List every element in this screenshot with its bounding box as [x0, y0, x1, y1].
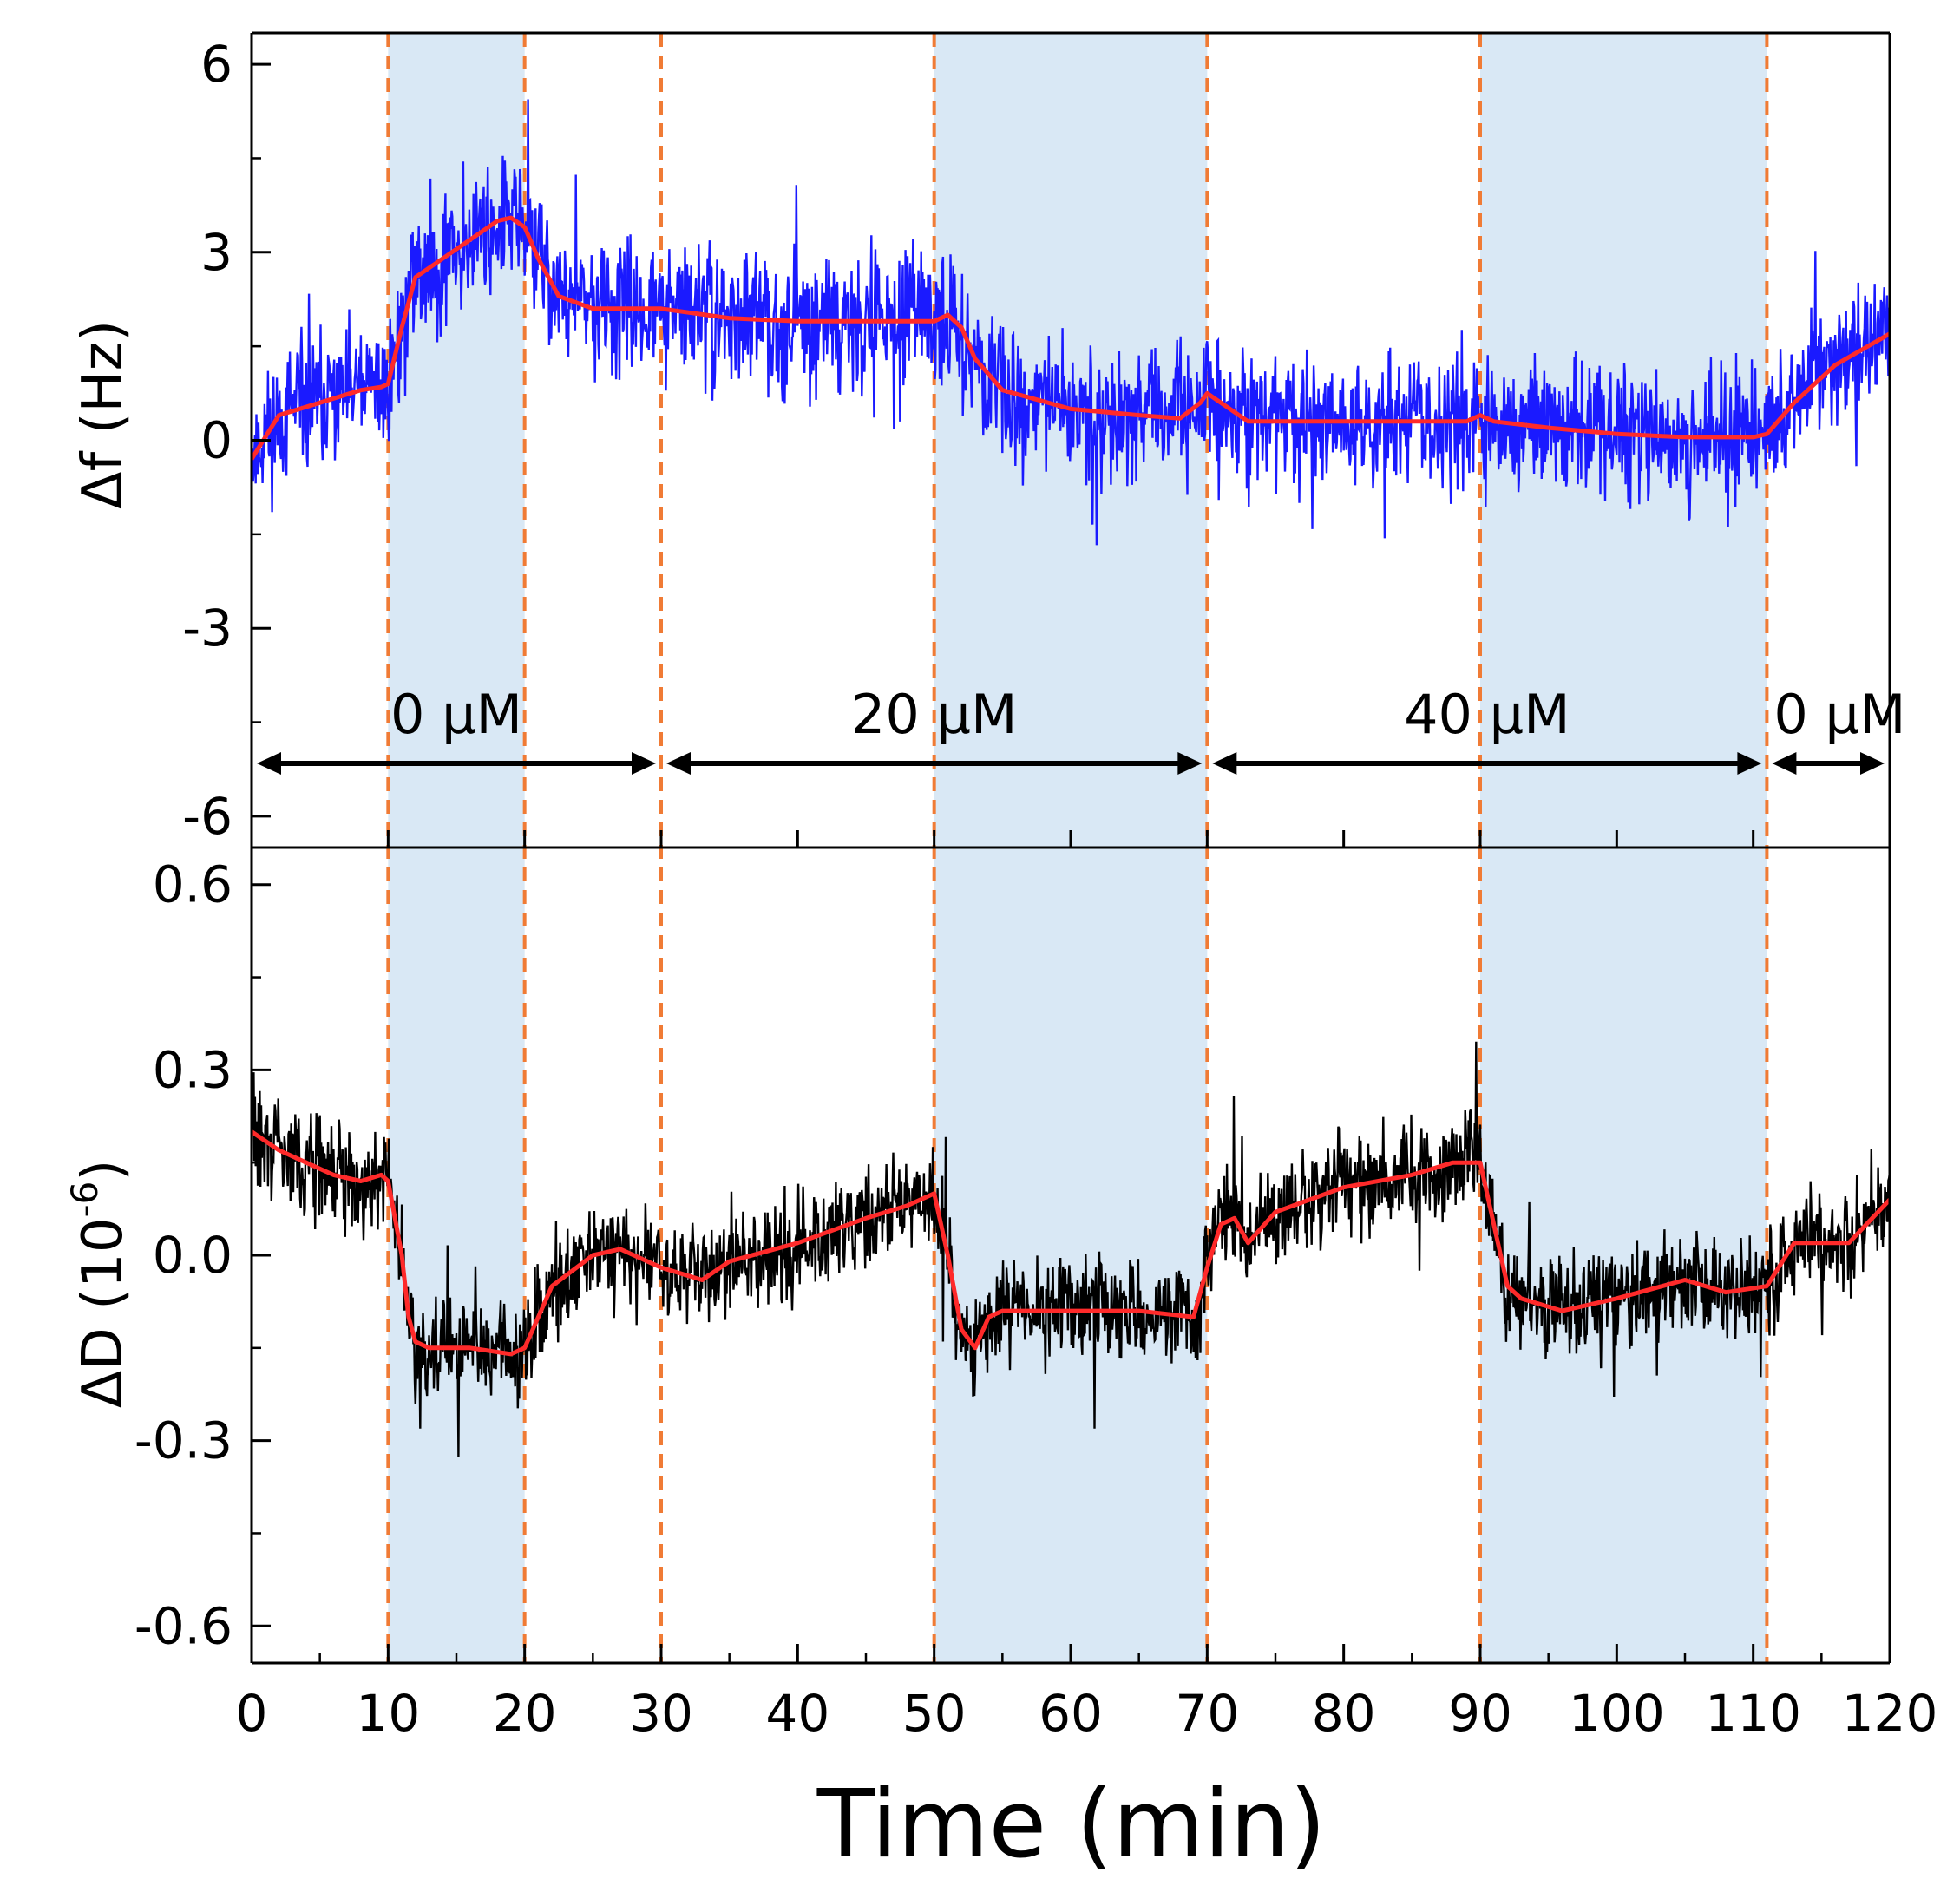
phase-arrow-head-right-3: [1860, 752, 1885, 775]
phase-arrow-head-right-2: [1737, 752, 1762, 775]
y-tick-label-dissipation-4: 0.6: [153, 855, 233, 914]
x-tick-label-100: 100: [1569, 1684, 1665, 1743]
y-tick-label-dissipation-2: 0.0: [153, 1226, 233, 1285]
y-tick-label-dissipation-1: -0.3: [134, 1411, 233, 1470]
y-tick-label-frequency-1: -3: [182, 599, 233, 658]
phase-arrow-head-right-1: [1177, 752, 1203, 775]
x-tick-label-20: 20: [493, 1684, 557, 1743]
axes-layer: 0 10 20 30 40 50 60 70 80 90 100 110 120 -6 -3 0 3 6 -0.6 -…: [134, 31, 1938, 1743]
series-layer: [252, 99, 1890, 1457]
x-tick-label-30: 30: [629, 1684, 693, 1743]
x-tick-label-120: 120: [1842, 1684, 1938, 1743]
y-axis-label-dissipation: ΔD (10-6): [63, 1160, 135, 1409]
phase-arrow-head-left-2: [1212, 752, 1237, 775]
series-frequency-raw: [252, 99, 1890, 546]
y-tick-label-frequency-4: 6: [200, 35, 233, 94]
phase-annotation-layer: 0 µM 20 µM 40 µM 0 µM: [257, 683, 1905, 775]
phase-arrow-head-left-0: [257, 752, 281, 775]
x-tick-label-50: 50: [902, 1684, 967, 1743]
x-tick-label-110: 110: [1705, 1684, 1801, 1743]
y-tick-label-frequency-3: 3: [200, 223, 233, 282]
y-axis-label-dissipation-exponent: -6: [63, 1182, 106, 1218]
y-axis-label-dissipation-main: ΔD (10: [71, 1218, 135, 1409]
phase-label-0: 0 µM: [390, 683, 522, 746]
y-axis-label-dissipation-close: ): [71, 1160, 135, 1182]
x-tick-label-90: 90: [1448, 1684, 1512, 1743]
phase-arrow-head-left-1: [666, 752, 691, 775]
phase-arrow-head-left-3: [1772, 752, 1797, 775]
x-tick-label-40: 40: [765, 1684, 829, 1743]
phase-label-2: 40 µM: [1404, 683, 1570, 746]
phase-arrow-head-right-0: [632, 752, 656, 775]
x-axis-label: Time (min): [816, 1771, 1327, 1879]
x-tick-label-80: 80: [1312, 1684, 1376, 1743]
phase-label-1: 20 µM: [851, 683, 1018, 746]
series-dissipation-smoothed: [252, 1129, 1890, 1357]
y-tick-label-frequency-0: -6: [182, 787, 233, 846]
y-tick-label-dissipation-3: 0.3: [153, 1040, 233, 1099]
series-frequency-smoothed: [252, 215, 1890, 461]
x-tick-label-70: 70: [1175, 1684, 1239, 1743]
y-axis-label-frequency: Δf (Hz): [71, 320, 135, 509]
y-tick-label-frequency-2: 0: [200, 411, 233, 470]
series-dissipation-raw: [252, 1041, 1890, 1457]
x-tick-label-60: 60: [1039, 1684, 1103, 1743]
y-tick-label-dissipation-0: -0.6: [134, 1596, 233, 1655]
phase-label-3: 0 µM: [1773, 683, 1905, 746]
x-tick-label-10: 10: [356, 1684, 420, 1743]
x-tick-label-0: 0: [236, 1684, 268, 1743]
